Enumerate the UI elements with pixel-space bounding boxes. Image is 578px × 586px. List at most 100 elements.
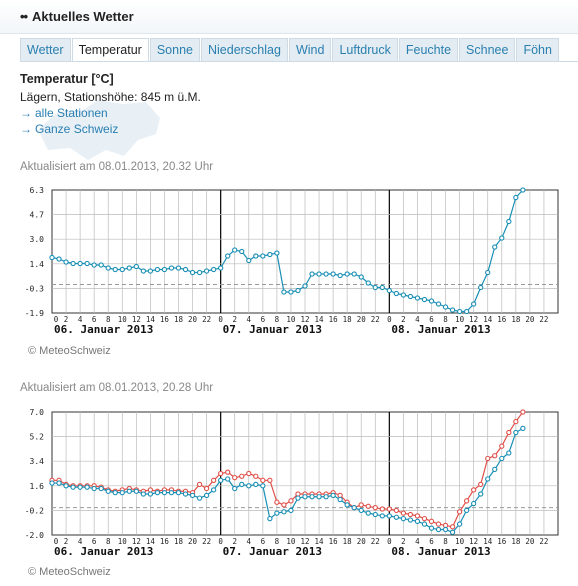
- data-point: [161, 489, 168, 496]
- data-point: [358, 507, 364, 514]
- x-tick-label: 0: [54, 537, 59, 546]
- data-point: [302, 283, 308, 289]
- data-point: [203, 485, 210, 492]
- data-point: [428, 298, 435, 304]
- day-label: 07. Januar 2013: [223, 323, 322, 336]
- x-tick-label: 14: [483, 315, 493, 324]
- bullet-dots-icon: ••: [20, 9, 28, 24]
- x-tick-label: 6: [261, 315, 266, 324]
- x-tick-label: 20: [357, 537, 367, 546]
- data-point: [140, 268, 147, 274]
- tab-schnee[interactable]: Schnee: [459, 38, 516, 62]
- tab-wetter[interactable]: Wetter: [20, 38, 71, 62]
- data-point: [168, 489, 175, 496]
- x-tick-label: 20: [188, 315, 198, 324]
- tab-niederschlag[interactable]: Niederschlag: [200, 38, 288, 62]
- x-tick-label: 18: [343, 537, 353, 546]
- data-point: [442, 526, 449, 533]
- data-point: [435, 526, 442, 533]
- data-point: [351, 271, 357, 277]
- x-tick-label: 22: [539, 537, 548, 546]
- data-point: [506, 218, 512, 225]
- tab-luftdruck[interactable]: Luftdruck: [332, 38, 398, 62]
- tab-temperatur[interactable]: Temperatur: [71, 38, 149, 62]
- data-point: [133, 488, 139, 494]
- data-point: [253, 481, 259, 488]
- x-tick-label: 6: [92, 315, 97, 324]
- x-tick-label: 4: [247, 537, 252, 546]
- data-point: [126, 488, 132, 494]
- x-tick-label: 20: [525, 315, 535, 324]
- data-point: [225, 253, 231, 259]
- data-point: [492, 466, 498, 473]
- data-point: [428, 525, 435, 531]
- data-point: [218, 470, 224, 477]
- data-point: [288, 498, 294, 504]
- data-point: [288, 289, 294, 295]
- data-point: [344, 271, 350, 277]
- tab-sonne[interactable]: Sonne: [149, 38, 200, 62]
- data-point: [112, 489, 118, 496]
- link-all-stations[interactable]: → alle Stationen: [20, 106, 108, 120]
- x-tick-label: 12: [469, 315, 478, 324]
- x-tick-label: 0: [54, 315, 59, 324]
- day-label: 07. Januar 2013: [223, 545, 322, 558]
- y-tick-label: 7.0: [30, 408, 45, 417]
- data-point: [393, 514, 400, 520]
- tab-foehn[interactable]: Föhn: [516, 38, 559, 62]
- data-point: [372, 505, 378, 511]
- data-point: [295, 495, 301, 501]
- day-label: 08. Januar 2013: [391, 545, 490, 558]
- data-point: [253, 473, 259, 479]
- data-point: [471, 487, 477, 493]
- data-point: [119, 489, 125, 496]
- x-tick-label: 8: [275, 315, 280, 324]
- data-point: [414, 295, 421, 301]
- data-point: [435, 301, 442, 307]
- data-point: [393, 507, 400, 514]
- y-tick-label: 3.0: [30, 235, 45, 244]
- data-point: [316, 494, 322, 500]
- data-point: [499, 455, 505, 462]
- y-tick-label: 1.6: [30, 482, 45, 491]
- x-tick-label: 12: [300, 315, 309, 324]
- x-tick-label: 18: [511, 315, 521, 324]
- data-point: [492, 244, 498, 250]
- data-point: [337, 496, 343, 503]
- data-point: [281, 289, 287, 295]
- data-point: [210, 266, 217, 273]
- data-point: [414, 513, 421, 519]
- x-tick-label: 0: [218, 315, 223, 324]
- data-point: [499, 443, 505, 449]
- data-point: [154, 266, 161, 273]
- x-tick-label: 8: [443, 315, 448, 324]
- data-point: [302, 494, 308, 500]
- data-point: [112, 266, 118, 273]
- data-point: [196, 269, 203, 276]
- data-point: [442, 304, 449, 310]
- data-point: [337, 272, 343, 279]
- data-point: [358, 274, 364, 280]
- tab-wind[interactable]: Wind: [288, 38, 332, 62]
- data-point: [175, 489, 182, 496]
- data-point: [323, 494, 329, 500]
- x-tick-label: 2: [232, 537, 237, 546]
- x-tick-label: 22: [371, 315, 380, 324]
- data-point: [133, 263, 139, 270]
- data-point: [358, 502, 364, 508]
- data-point: [218, 265, 224, 271]
- data-point: [49, 480, 55, 486]
- link-ganze-schweiz[interactable]: → Ganze Schweiz: [20, 122, 119, 136]
- x-tick-label: 14: [483, 537, 493, 546]
- data-point: [267, 477, 273, 483]
- data-point: [119, 266, 125, 273]
- x-tick-label: 8: [106, 537, 111, 546]
- data-point: [506, 450, 512, 456]
- data-point: [492, 453, 498, 459]
- data-point: [232, 474, 238, 481]
- chart2-temperature: 7.05.23.41.6-0.2-2.00 2 4 6 8 10 12 14 16 18 20 22 0…: [25, 408, 559, 558]
- tab-feuchte[interactable]: Feuchte: [398, 38, 459, 62]
- x-tick-label: 12: [132, 315, 141, 324]
- data-point: [309, 494, 315, 500]
- data-point: [91, 262, 97, 268]
